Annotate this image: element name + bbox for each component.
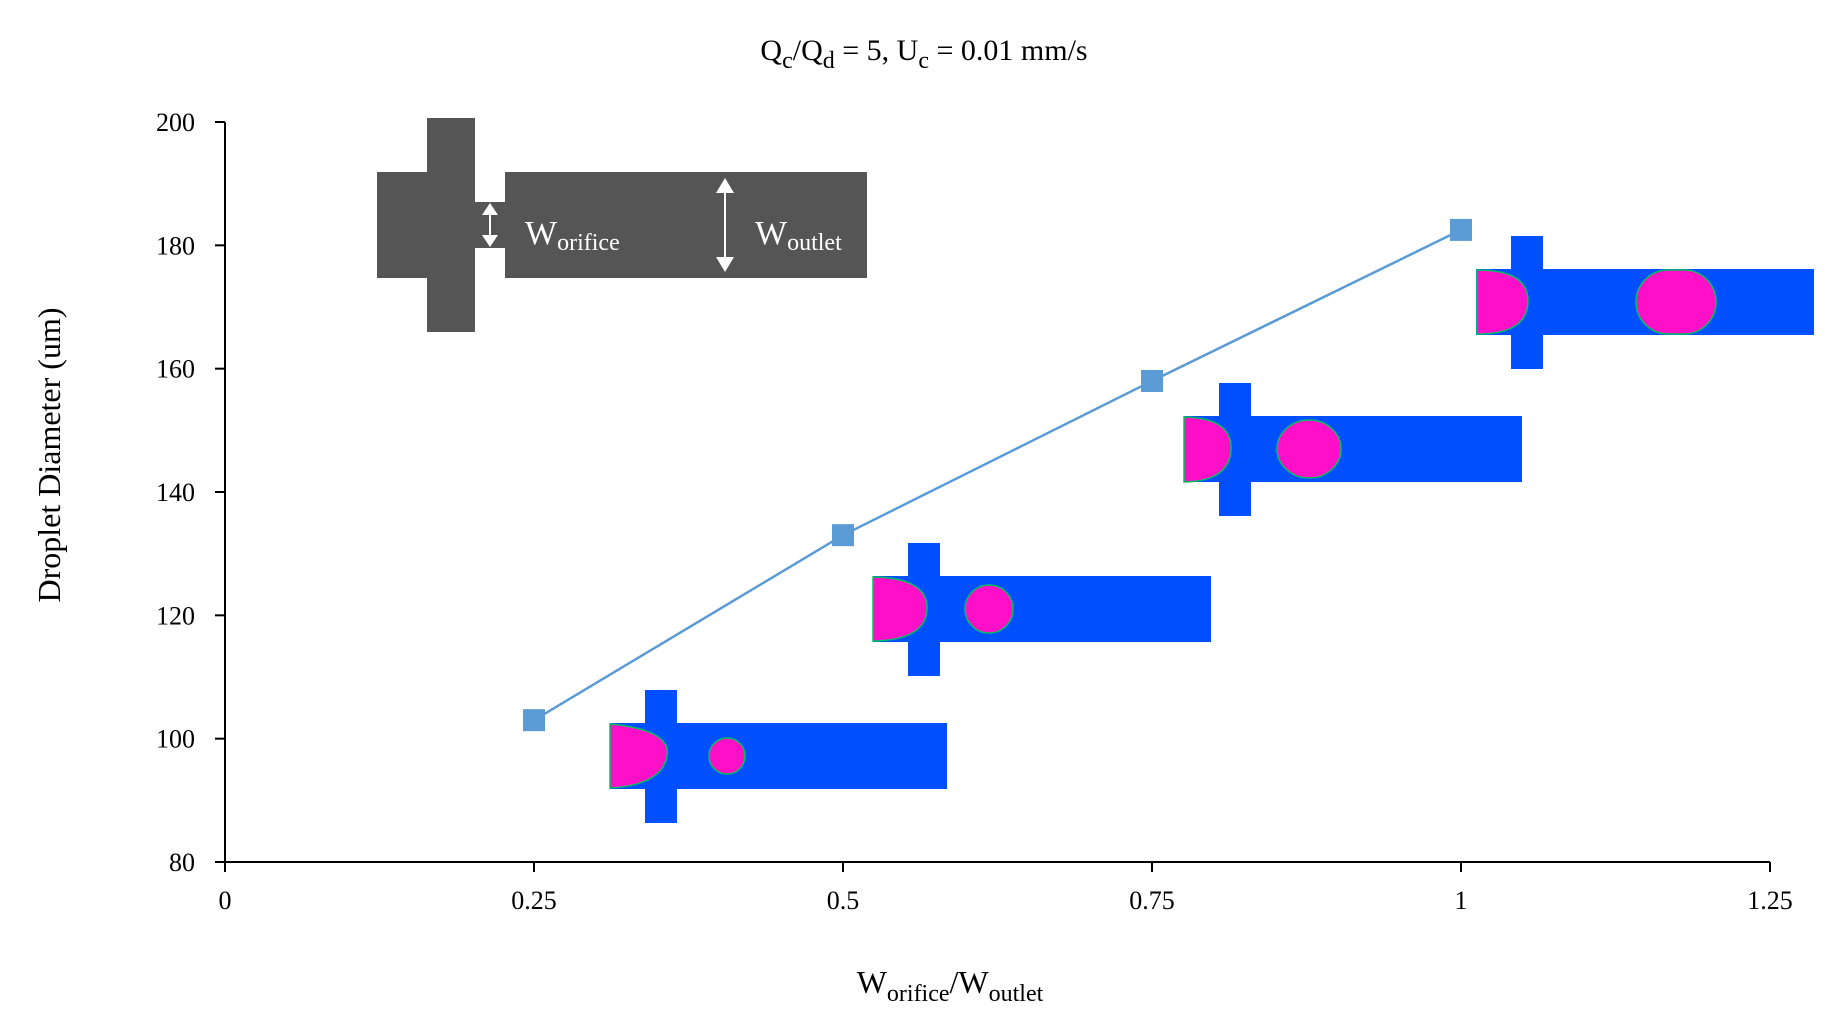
x-ticks: 0 0.25 0.5 0.75 1 1.25 (219, 862, 1793, 915)
y-tick-label: 200 (156, 108, 195, 137)
xlabel-w2-sub: outlet (989, 981, 1044, 1007)
schematic-cross-channel (427, 118, 475, 332)
snapshot-ratio-075 (1183, 383, 1522, 516)
x-tick-label: 0.25 (511, 886, 557, 915)
droplet (708, 737, 746, 775)
x-tick-label: 1.25 (1747, 886, 1793, 915)
droplet-forming-shape (1183, 416, 1232, 483)
xlabel-w2: W (958, 964, 989, 1000)
xlabel-w1: W (857, 964, 888, 1000)
y-tick-label: 100 (156, 725, 195, 754)
series-line (533, 228, 1462, 722)
title-qd-sub: d (823, 48, 835, 74)
data-point-marker (832, 524, 854, 547)
outlet-label: Woutlet (755, 215, 842, 256)
snapshot-ratio-050 (872, 543, 1211, 676)
series-markers (523, 218, 1472, 732)
data-point-marker (1141, 370, 1163, 392)
droplet (1635, 269, 1717, 335)
schematic-orifice-wall-top (475, 172, 505, 202)
y-ticks: 80 100 120 140 160 180 200 (156, 108, 225, 877)
droplet-forming-shape (1476, 269, 1529, 335)
y-tick-label: 160 (156, 355, 195, 384)
outlet-arrow-up-icon (716, 178, 734, 193)
title-slash: / (793, 34, 802, 67)
droplet (964, 584, 1014, 634)
y-tick-label: 80 (169, 848, 195, 877)
title-qd: Q (801, 34, 823, 67)
y-axis-label: Droplet Diameter (um) (31, 308, 67, 603)
schematic-orifice-wall-bottom (475, 248, 505, 278)
droplet (1276, 419, 1342, 479)
droplet-forming-shape (872, 576, 928, 642)
title-u-sub: c (918, 48, 929, 74)
x-tick-label: 0.5 (827, 886, 860, 915)
orifice-label: Worifice (525, 215, 620, 256)
orifice-arrow-up-icon (482, 203, 498, 215)
x-tick-label: 0.75 (1129, 886, 1175, 915)
y-tick-label: 180 (156, 231, 195, 260)
schematic-inset: Worifice Woutlet (377, 118, 867, 332)
outlet-arrow-down-icon (716, 257, 734, 272)
title-eq1: = 5, (835, 34, 897, 67)
chart-title: Qc/Qd = 5, Uc = 0.01 mm/s (760, 34, 1087, 74)
title-u: U (897, 34, 919, 67)
y-tick-label: 120 (156, 601, 195, 630)
title-q-sub: c (782, 48, 793, 74)
x-tick-label: 0 (219, 886, 232, 915)
droplet-forming-shape (609, 723, 669, 789)
y-tick-label: 140 (156, 478, 195, 507)
x-tick-label: 1 (1455, 886, 1468, 915)
data-point-marker (523, 709, 545, 732)
xlabel-slash: / (950, 964, 959, 1000)
orifice-arrow-down-icon (482, 235, 498, 247)
title-q: Q (760, 34, 782, 67)
xlabel-w1-sub: orifice (887, 981, 950, 1007)
snapshot-ratio-100 (1476, 236, 1814, 369)
data-point-marker (1450, 218, 1472, 241)
x-axis-label: Worifice/Woutlet (857, 964, 1044, 1007)
title-eq2: = 0.01 mm/s (929, 34, 1088, 67)
snapshot-ratio-025 (609, 690, 947, 823)
